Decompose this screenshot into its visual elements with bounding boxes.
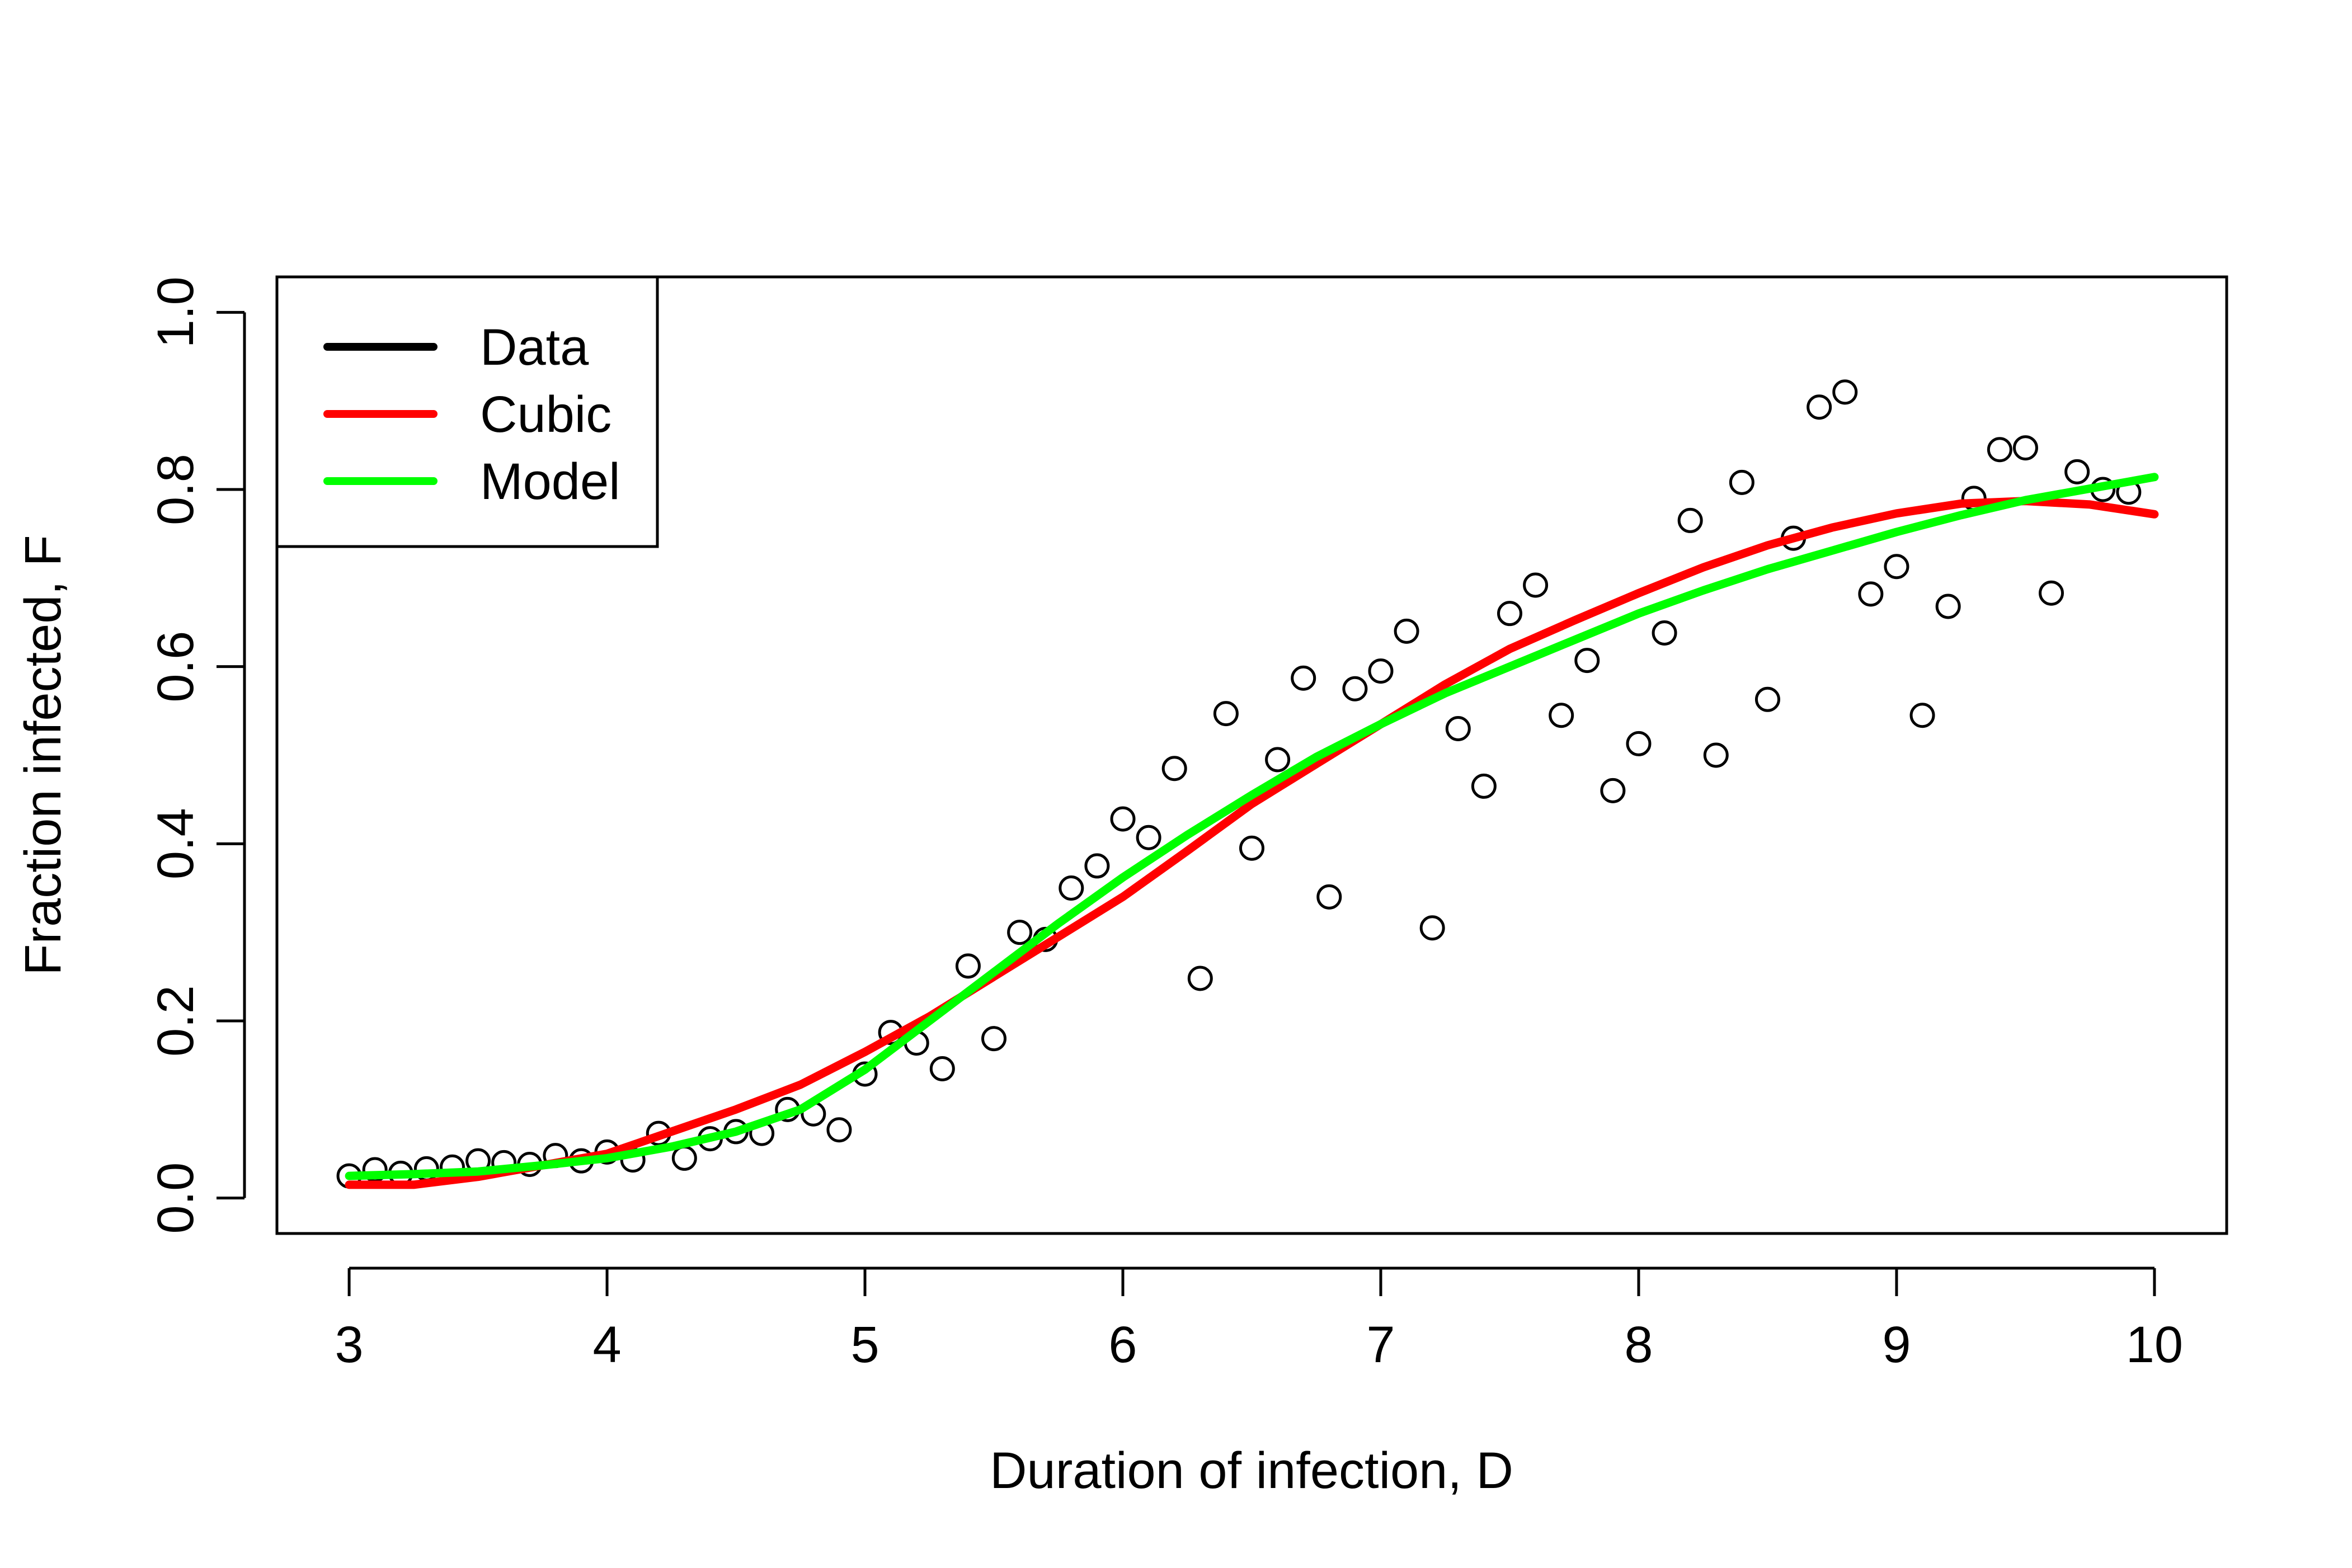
data-point	[1600, 778, 1626, 803]
legend-item-cubic: Cubic	[323, 386, 611, 443]
data-point	[929, 1056, 955, 1081]
y-tick-label: 0.2	[147, 985, 204, 1057]
plot-frame	[275, 275, 2228, 1235]
data-point	[1291, 665, 1316, 691]
y-tick-label: 1.0	[147, 276, 204, 348]
y-tick-label: 0.8	[147, 454, 204, 525]
x-axis-label: Duration of infection, D	[990, 1442, 1513, 1499]
data-point	[1316, 884, 1342, 910]
data-point	[671, 1145, 697, 1171]
legend-label-data: Data	[480, 319, 589, 376]
x-axis: 3 4 5 6 7 8 9 10	[335, 1266, 2183, 1373]
data-point	[1368, 658, 1394, 684]
legend-item-model: Model	[323, 453, 620, 510]
data-point	[1471, 773, 1497, 799]
y-tick-label: 0.4	[147, 808, 204, 879]
data-point	[1832, 379, 1858, 405]
data-point	[1729, 469, 1754, 495]
data-point	[1909, 703, 1935, 728]
data-point	[1935, 594, 1961, 619]
data-point	[1110, 806, 1136, 832]
data-point	[1807, 394, 1832, 420]
data-point	[826, 1117, 852, 1143]
y-tick-label: 0.6	[147, 631, 204, 703]
data-point	[1136, 825, 1161, 850]
data-point	[1394, 618, 1419, 644]
y-tick-label: 0.0	[147, 1162, 204, 1234]
x-tick-label: 5	[850, 1316, 879, 1373]
y-axis-label: Fraction infected, F	[15, 535, 72, 975]
data-point	[1239, 835, 1264, 861]
data-point	[2039, 580, 2064, 606]
data-point	[1626, 731, 1652, 756]
x-tick-label: 9	[1882, 1316, 1911, 1373]
x-tick-label: 7	[1366, 1316, 1395, 1373]
plot-area	[336, 379, 2159, 1189]
data-point	[1677, 507, 1703, 533]
model-curve	[345, 473, 2159, 1180]
data-point	[1523, 572, 1549, 598]
y-axis: 0.0 0.2 0.4 0.6 0.8 1.0	[147, 276, 246, 1234]
legend-label-model: Model	[480, 453, 620, 510]
x-tick-label: 8	[1624, 1316, 1653, 1373]
data-point	[1161, 756, 1187, 781]
data-point	[1059, 875, 1084, 901]
data-point	[955, 953, 981, 979]
x-tick-label: 6	[1108, 1316, 1137, 1373]
data-point	[1213, 701, 1239, 727]
data-point	[1574, 648, 1600, 674]
data-point	[1342, 676, 1368, 701]
data-point	[1187, 966, 1213, 991]
data-point	[1754, 686, 1780, 712]
legend-item-data: Data	[323, 319, 589, 376]
x-tick-label: 3	[335, 1316, 363, 1373]
data-point	[1419, 915, 1445, 941]
data-point	[1703, 742, 1729, 768]
legend-label-cubic: Cubic	[480, 386, 611, 443]
data-point	[1265, 747, 1291, 773]
data-point	[1858, 581, 1884, 607]
legend: Data Cubic Model	[275, 275, 659, 548]
data-point	[2064, 459, 2090, 484]
data-point	[1084, 853, 1110, 879]
data-point	[1007, 920, 1033, 945]
data-point	[1987, 437, 2012, 463]
data-point	[2012, 435, 2038, 461]
x-tick-label: 10	[2126, 1316, 2183, 1373]
cubic-curve	[345, 497, 2159, 1189]
data-point	[1884, 554, 1909, 580]
data-point	[1549, 703, 1574, 728]
data-point	[1445, 716, 1471, 741]
data-point	[981, 1026, 1007, 1052]
data-point	[1497, 601, 1522, 627]
x-tick-label: 4	[592, 1316, 621, 1373]
data-point	[1652, 620, 1677, 646]
